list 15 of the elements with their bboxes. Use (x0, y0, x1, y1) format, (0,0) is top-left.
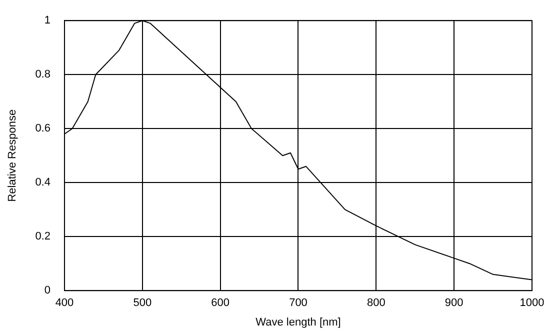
x-tick-label: 700 (289, 297, 308, 310)
y-tick-label: 0.6 (35, 122, 50, 135)
y-axis-title: Relative Response (6, 109, 19, 202)
x-axis-title: Wave length [nm] (256, 316, 341, 328)
y-tick-label: 0.2 (35, 230, 50, 243)
y-tick-label: 0.4 (35, 176, 50, 189)
y-tick-label: 0 (44, 284, 50, 297)
y-tick-label: 1 (44, 14, 50, 27)
x-tick-label: 500 (133, 297, 152, 310)
x-tick-label: 600 (211, 297, 230, 310)
x-tick-label: 800 (366, 297, 386, 310)
x-tick-label: 400 (55, 297, 74, 310)
x-tick-label: 1000 (520, 297, 544, 310)
y-tick-label: 0.8 (35, 68, 50, 81)
x-tick-label: 900 (444, 297, 464, 310)
